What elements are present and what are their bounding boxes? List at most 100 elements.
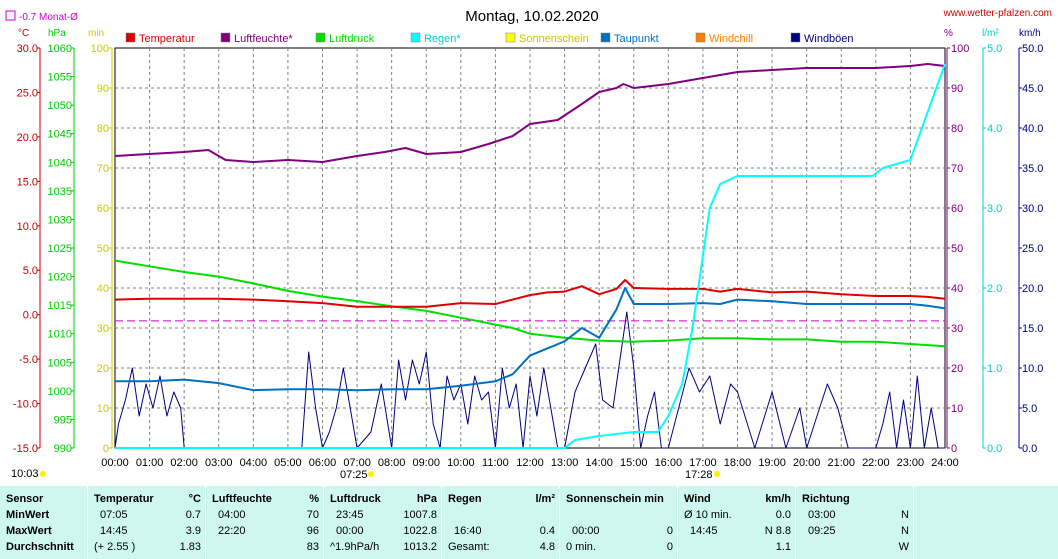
x-tick-label: 00:00	[101, 457, 129, 469]
humidity-header: Luftfeuchte	[212, 493, 272, 505]
sunrise-sun-icon	[368, 471, 374, 477]
pressure-tick-label: 990	[54, 443, 72, 455]
pressure-tick-label: 1050	[48, 100, 72, 112]
humidity-tick-label: 90	[951, 83, 963, 95]
wind-tick-label: 45.0	[1022, 83, 1043, 95]
rain-tick-label: 0.0	[987, 443, 1002, 455]
series-luftdruck	[114, 259, 946, 348]
legend-label: Windböen	[804, 33, 854, 45]
stats-pressure: Luftdruck hPa 23:45 1007.8 00:00 1022.8 ^1.…	[323, 486, 441, 559]
temp-tick-label: -15.0	[13, 443, 38, 455]
wind-tick-label: 40.0	[1022, 123, 1043, 135]
sunshine-tick-label: 40	[97, 283, 109, 295]
humidity-tick-label: 100	[951, 43, 969, 55]
humidity-max-time: 22:20	[218, 525, 246, 537]
x-tick-label: 23:00	[897, 457, 925, 469]
temp-max-time: 14:45	[100, 525, 128, 537]
x-tick-label: 17:00	[689, 457, 717, 469]
series-temperatur	[114, 279, 946, 308]
rain-total-label: Gesamt:	[448, 541, 490, 553]
humidity-max-value: 96	[306, 525, 319, 537]
series-taupunkt	[115, 287, 946, 392]
temp-unit: °C	[188, 493, 201, 505]
pressure-tick-label: 1055	[48, 72, 72, 84]
monthly-avg-marker	[5, 10, 16, 21]
pressure-tick-label: 1060	[48, 43, 72, 55]
legend-swatch	[410, 32, 421, 43]
humidity-tick-label: 40	[951, 283, 963, 295]
unit-sunshine: min	[88, 28, 104, 39]
legend-swatch	[220, 32, 231, 43]
sunshine-tick-label: 30	[97, 323, 109, 335]
direction-max-time: 09:25	[808, 525, 836, 537]
pressure-unit: hPa	[416, 493, 437, 505]
legend-swatch	[505, 32, 516, 43]
humidity-tick-label: 0	[951, 443, 957, 455]
row-label-max: MaxWert	[6, 525, 52, 537]
sunshine-tick-label: 80	[97, 123, 109, 135]
x-tick-label: 24:00	[931, 457, 959, 469]
temp-tick-label: -5.0	[19, 354, 38, 366]
rain-max-value: 0.4	[539, 525, 555, 537]
temp-tick-label: 20.0	[17, 132, 38, 144]
sunset-time: 17:28	[685, 469, 713, 481]
legend-swatch	[315, 32, 326, 43]
wind-tick-label: 0.0	[1022, 443, 1037, 455]
temp-avg-change: (+ 2.55 )	[94, 541, 136, 553]
wind-tick-label: 35.0	[1022, 163, 1043, 175]
pressure-min-time: 23:45	[336, 509, 364, 521]
x-tick-label: 10:00	[447, 457, 475, 469]
temp-tick-label: 10.0	[17, 221, 38, 233]
pressure-tick-label: 1030	[48, 214, 72, 226]
humidity-tick-label: 50	[951, 243, 963, 255]
sunshine-avg-value: 0	[666, 541, 673, 553]
temp-tick-label: 15.0	[17, 176, 38, 188]
legend-label: Temperatur	[139, 33, 195, 45]
rain-total-value: 4.8	[539, 541, 555, 553]
pressure-tick-label: 1020	[48, 272, 72, 284]
direction-max-value: N	[901, 525, 909, 537]
unit-pressure: hPa	[48, 28, 66, 39]
x-tick-label: 03:00	[205, 457, 233, 469]
x-tick-label: 21:00	[827, 457, 855, 469]
axes: 00:00 01:00 02:00 03:00 04:00 05:00 06:00 07:00…	[13, 43, 1044, 469]
x-tick-label: 07:00	[343, 457, 371, 469]
pressure-tick-label: 1035	[48, 186, 72, 198]
humidity-unit: %	[309, 493, 319, 505]
chart-title: Montag, 10.02.2020	[465, 8, 598, 25]
humidity-tick-label: 70	[951, 163, 963, 175]
direction-min-time: 03:00	[808, 509, 836, 521]
sunshine-total: 0 min.	[566, 541, 596, 553]
temp-header: Temperatur	[94, 493, 154, 505]
pressure-tick-label: 1000	[48, 386, 72, 398]
x-tick-label: 05:00	[274, 457, 302, 469]
x-tick-label: 11:00	[482, 457, 509, 469]
pressure-tick-label: 1045	[48, 129, 72, 141]
sunshine-header: Sonnenschein min	[566, 493, 664, 505]
rain-tick-label: 2.0	[987, 283, 1002, 295]
wind-tick-label: 10.0	[1022, 363, 1043, 375]
pressure-header: Luftdruck	[330, 493, 381, 505]
unit-wind: km/h	[1019, 28, 1041, 39]
unit-humidity: %	[944, 28, 953, 39]
legend-swatch	[600, 32, 611, 43]
legend-label: Regen*	[424, 33, 461, 45]
pressure-max-value: 1022.8	[403, 525, 437, 537]
pressure-tick-label: 1010	[48, 329, 72, 341]
unit-rain: l/m²	[982, 28, 999, 39]
x-tick-label: 20:00	[793, 457, 821, 469]
stats-spacer	[913, 486, 1058, 559]
corner-time: 10:03	[11, 468, 39, 480]
direction-min-value: N	[901, 509, 909, 521]
temp-max-value: 3.9	[185, 525, 201, 537]
series-layer	[114, 63, 946, 449]
rain-header: Regen	[448, 493, 482, 505]
x-tick-label: 06:00	[309, 457, 337, 469]
series-regen	[115, 63, 946, 449]
pressure-avg-value: 1013.2	[403, 541, 437, 553]
site-link[interactable]: www.wetter-pfalzen.com	[943, 8, 1052, 19]
x-tick-label: 22:00	[862, 457, 890, 469]
temp-tick-label: -10.0	[13, 399, 38, 411]
direction-header: Richtung	[802, 493, 850, 505]
series-luftfeuchte	[114, 63, 946, 163]
